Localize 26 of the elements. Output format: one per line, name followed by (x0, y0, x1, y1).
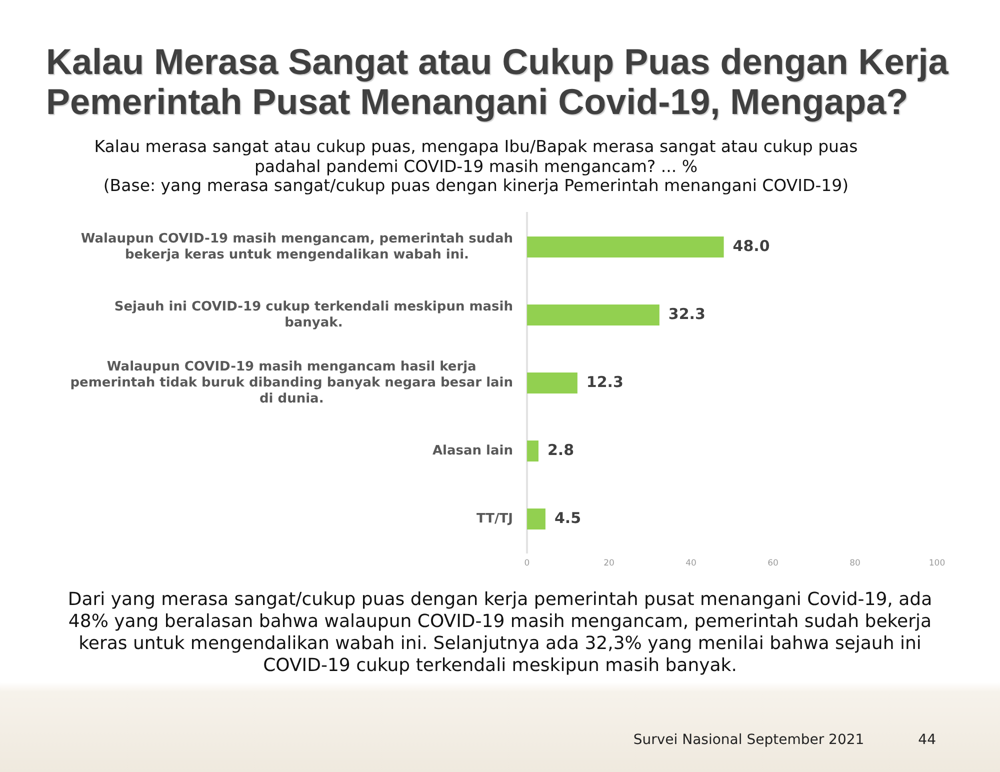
chart-subtitle: Kalau merasa sangat atau cukup puas, mengapa Ibu/Bapak merasa sangat atau cukup puas padahal pandemi COVID-19 masih mengancam? ... % (Base: yang merasa sangat/cukup puas dengan kinerja Pemerintah menangani COVID-19) (93, 137, 859, 196)
bar (527, 372, 578, 394)
text: Survei Nasional September 2021 (633, 732, 864, 748)
text: 44 (918, 732, 936, 748)
y-tick-label: Sejauh ini COVID-19 cukup terkendali meskipun masih banyak. (114, 299, 513, 330)
data-label: 4.5 (554, 508, 582, 527)
chart-title: Kalau Merasa Sangat atau Cukup Puas dengan Kerja Pemerintah Pusat Menangani Covid-19, Mengapa? (46, 41, 950, 122)
y-tick-label: Walaupun COVID-19 masih mengancam hasil kerja pemerintah tidak buruk dibanding banyak negara besar lain di dunia. (70, 359, 514, 406)
y-tick-label: TT/TJ (476, 511, 514, 526)
data-label: 2.8 (547, 440, 574, 459)
x-tick-label: 40 (686, 558, 696, 568)
data-label: 48.0 (732, 236, 770, 255)
y-tick-label: Alasan lain (432, 443, 514, 458)
x-tick-label: 20 (604, 558, 614, 568)
bar (527, 304, 660, 326)
data-label: 12.3 (586, 372, 624, 391)
y-tick-label: Walaupun COVID-19 masih mengancam, pemerintah sudah bekerja keras untuk mengendalikan wabah ini. (80, 231, 513, 262)
data-label: 32.3 (668, 304, 706, 323)
bar (527, 440, 538, 462)
x-tick-label: 80 (850, 558, 860, 568)
bar (527, 508, 546, 530)
x-tick-label: 0 (524, 558, 530, 568)
text: Dari yang merasa sangat/cukup puas dengan kerja pemerintah pusat menangani Covid-19, ada 48% yang beralasan bahwa walaupun COVID-19 masih mengancam, pemerintah sudah bekerja keras untuk mengendalikan wabah ini. Selanjutnya ada 32,3% yang menilai bahwa sejauh ini COVID-19 cukup terkendali meskipun masih banyak. (66, 589, 934, 677)
x-tick-label: 100 (928, 558, 946, 568)
bar (527, 236, 724, 258)
x-tick-label: 60 (768, 558, 778, 568)
